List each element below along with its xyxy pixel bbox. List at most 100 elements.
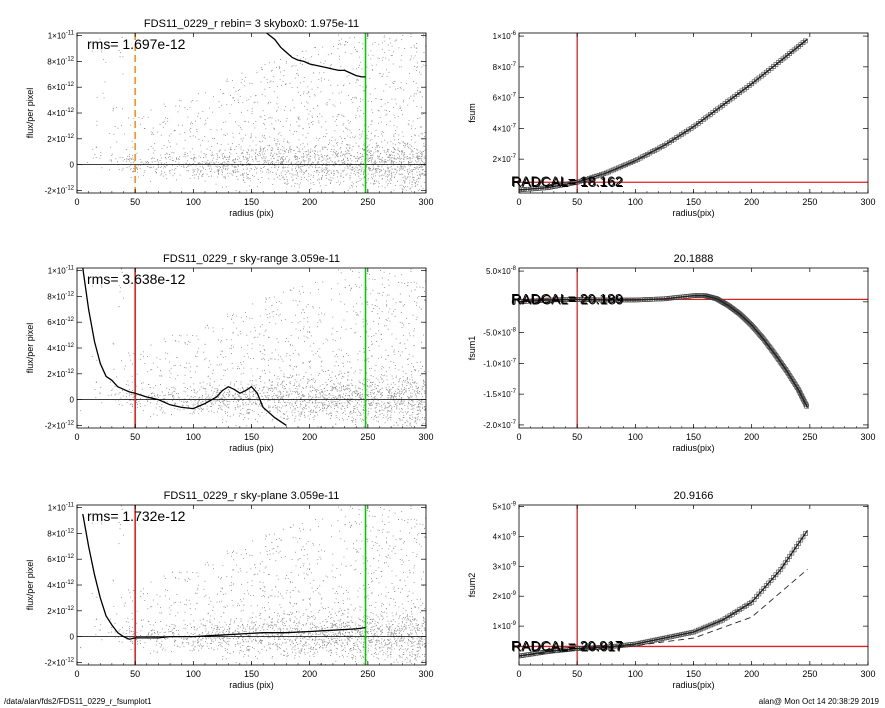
scatter-point [298,139,300,141]
scatter-point [165,158,167,160]
scatter-point [360,296,362,298]
scatter-point [285,61,287,63]
scatter-point [190,128,192,129]
curve-marker [688,126,694,131]
scatter-point [247,159,249,161]
scatter-point [304,151,306,153]
scatter-point [264,349,266,351]
scatter-point [401,408,403,410]
scatter-point [374,183,376,184]
scatter-point [322,405,324,407]
scatter-point [300,398,302,400]
scatter-point [240,174,242,176]
scatter-point [129,393,131,395]
scatter-point [243,168,245,170]
scatter-point [409,59,411,61]
scatter-point [270,102,272,103]
scatter-point [351,384,353,386]
scatter-point [416,401,418,403]
scatter-point [303,160,305,162]
scatter-point [314,402,316,404]
scatter-point [241,79,243,81]
scatter-point [381,368,383,370]
scatter-point [330,150,332,152]
scatter-point [270,163,272,165]
scatter-point [228,391,230,393]
scatter-point [152,152,154,154]
scatter-point [401,419,403,421]
scatter-point [245,77,246,78]
scatter-point [340,301,342,303]
scatter-point [342,162,344,164]
scatter-point [249,145,251,147]
scatter-point [353,410,354,411]
scatter-point [263,160,265,162]
scatter-point [277,383,278,385]
scatter-point [407,407,409,409]
scatter-point [297,304,299,306]
scatter-point [174,364,176,366]
scatter-point [390,417,392,418]
scatter-point [111,153,113,155]
scatter-point [231,339,233,341]
scatter-point [353,156,355,157]
scatter-point [232,132,234,134]
scatter-point [355,400,357,401]
scatter-point [310,182,312,184]
scatter-point [102,92,104,94]
scatter-point [132,394,134,395]
scatter-point [216,129,218,131]
scatter-point [96,359,98,361]
scatter-point [277,397,279,399]
scatter-point [391,411,393,413]
scatter-point [383,162,385,164]
scatter-point [400,161,402,163]
scatter-point [206,383,208,385]
curve-marker [620,163,626,169]
scatter-point [339,373,340,375]
scatter-point [235,171,237,173]
scatter-point [347,144,349,146]
scatter-point [324,394,326,396]
scatter-point [369,167,370,169]
scatter-point [407,143,408,145]
scatter-point [283,395,284,397]
scatter-point [302,156,304,158]
scatter-point [280,393,281,395]
scatter-point [395,338,397,340]
scatter-point [325,398,327,400]
curve-marker [606,169,612,175]
scatter-point [358,67,360,68]
scatter-point [331,412,333,414]
scatter-point [376,397,378,399]
scatter-point [220,379,222,380]
scatter-point [336,398,337,400]
scatter-point [194,371,196,373]
scatter-point [416,382,418,384]
scatter-point [409,379,411,381]
scatter-point [373,164,374,166]
scatter-point [282,156,284,158]
scatter-point [251,383,253,385]
scatter-point [353,406,354,407]
scatter-point [409,392,411,394]
scatter-point [298,160,300,162]
scatter-point [346,388,348,390]
chart-title: FDS11_0229_r rebin= 3 skybox0: 1.975e-11 [144,18,359,30]
scatter-point [315,145,316,147]
scatter-point [276,67,277,68]
scatter-point [371,392,373,394]
scatter-point [382,395,383,396]
scatter-point [272,184,274,185]
scatter-point [298,395,300,397]
scatter-point [396,397,398,399]
scatter-point [180,335,182,337]
scatter-point [165,352,167,354]
scatter-point [119,157,121,158]
scatter-point [209,171,211,172]
scatter-point [200,402,202,404]
scatter-point [288,377,290,379]
scatter-point [283,147,285,149]
scatter-point [404,304,405,306]
scatter-point [258,140,260,142]
